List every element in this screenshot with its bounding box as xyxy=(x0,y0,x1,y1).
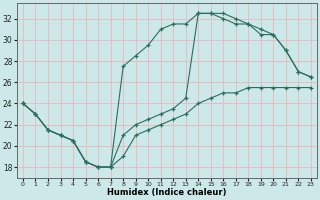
X-axis label: Humidex (Indice chaleur): Humidex (Indice chaleur) xyxy=(107,188,227,197)
